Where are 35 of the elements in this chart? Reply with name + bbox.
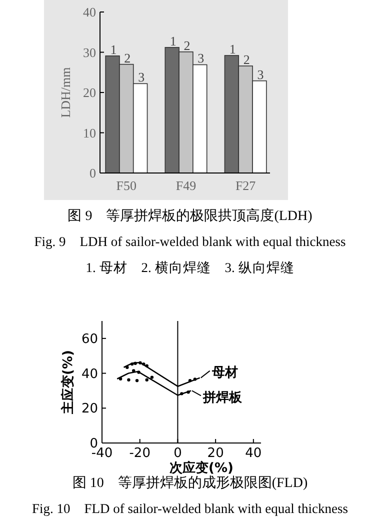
legend-label: 拼焊板 — [202, 390, 243, 406]
x-tick-label: 20 — [207, 446, 224, 461]
y-tick-label: 20 — [81, 402, 98, 417]
y-tick-label: 0 — [90, 166, 96, 181]
y-tick-label: 10 — [83, 125, 96, 140]
text: 3 — [138, 70, 145, 85]
y-tick-label: 40 — [83, 4, 96, 20]
y-tick-label: 30 — [83, 44, 96, 60]
x-tick-label: F50 — [116, 178, 137, 193]
x-tick-label: F49 — [176, 178, 196, 193]
text: 2 — [124, 50, 131, 66]
y-axis-title: LDH/mm — [58, 67, 73, 118]
x-axis-title: 次应变(%) — [170, 460, 234, 476]
y-tick-label: 20 — [83, 85, 96, 100]
text: 3 — [198, 50, 204, 66]
text: 1 — [170, 33, 176, 48]
text: 1. 母材 2. 横向焊缝 3. 纵向焊缝 — [86, 260, 294, 275]
x-tick-label: F27 — [235, 178, 256, 193]
text: 图 9 等厚拼焊板的极限拱顶高度(LDH) — [68, 208, 313, 224]
x-tick-label: -40 — [91, 446, 113, 461]
text: 1 — [229, 41, 236, 56]
text: 2 — [243, 52, 250, 67]
text: Fig. 10 FLD of sailor-welded blank with equal thickness — [32, 501, 348, 516]
y-tick-label: 60 — [81, 332, 98, 347]
x-tick-label: -20 — [129, 446, 150, 461]
series-label: 1 — [110, 42, 117, 57]
legend-label: 母材 — [210, 365, 238, 380]
series-label: 3 — [257, 66, 264, 82]
series-label: 2 — [184, 38, 190, 53]
y-axis-title: 主应变(%) — [60, 350, 76, 415]
x-tick-label: 40 — [245, 446, 262, 461]
text: 图 10 等厚拼焊板的成形极限图(FLD) — [72, 475, 308, 491]
y-tick-label: 40 — [81, 366, 98, 382]
x-tick-label: 0 — [174, 446, 182, 461]
text: Fig. 9 LDH of sailor-welded blank with equal thickness — [34, 234, 346, 249]
